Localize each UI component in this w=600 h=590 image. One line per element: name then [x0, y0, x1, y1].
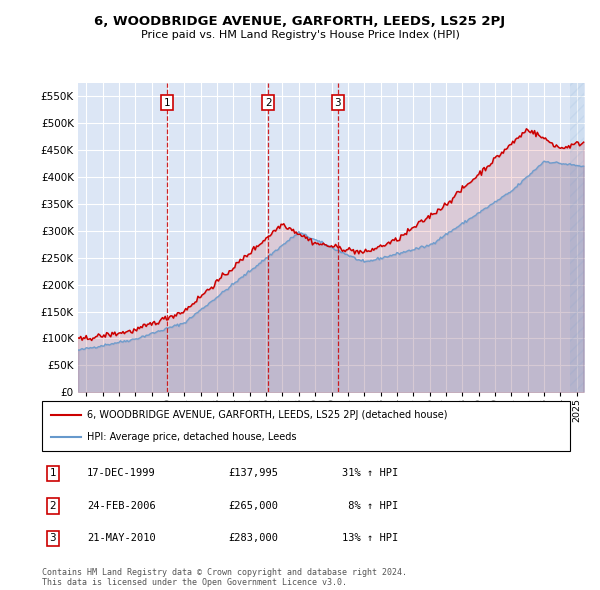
Text: £137,995: £137,995: [228, 468, 278, 478]
Text: HPI: Average price, detached house, Leeds: HPI: Average price, detached house, Leed…: [87, 432, 296, 442]
Text: 2: 2: [265, 98, 272, 108]
Text: £283,000: £283,000: [228, 533, 278, 543]
Text: 3: 3: [49, 533, 56, 543]
Text: 21-MAY-2010: 21-MAY-2010: [87, 533, 156, 543]
Text: 1: 1: [164, 98, 170, 108]
Text: Contains HM Land Registry data © Crown copyright and database right 2024.
This d: Contains HM Land Registry data © Crown c…: [42, 568, 407, 587]
Text: £265,000: £265,000: [228, 501, 278, 511]
Text: 1: 1: [49, 468, 56, 478]
Text: 8% ↑ HPI: 8% ↑ HPI: [342, 501, 398, 511]
Text: 31% ↑ HPI: 31% ↑ HPI: [342, 468, 398, 478]
Text: 2: 2: [49, 501, 56, 511]
Text: 3: 3: [335, 98, 341, 108]
Text: 6, WOODBRIDGE AVENUE, GARFORTH, LEEDS, LS25 2PJ (detached house): 6, WOODBRIDGE AVENUE, GARFORTH, LEEDS, L…: [87, 410, 448, 420]
Text: Price paid vs. HM Land Registry's House Price Index (HPI): Price paid vs. HM Land Registry's House …: [140, 30, 460, 40]
Text: 17-DEC-1999: 17-DEC-1999: [87, 468, 156, 478]
Text: 6, WOODBRIDGE AVENUE, GARFORTH, LEEDS, LS25 2PJ: 6, WOODBRIDGE AVENUE, GARFORTH, LEEDS, L…: [94, 15, 506, 28]
Text: 13% ↑ HPI: 13% ↑ HPI: [342, 533, 398, 543]
Text: 24-FEB-2006: 24-FEB-2006: [87, 501, 156, 511]
